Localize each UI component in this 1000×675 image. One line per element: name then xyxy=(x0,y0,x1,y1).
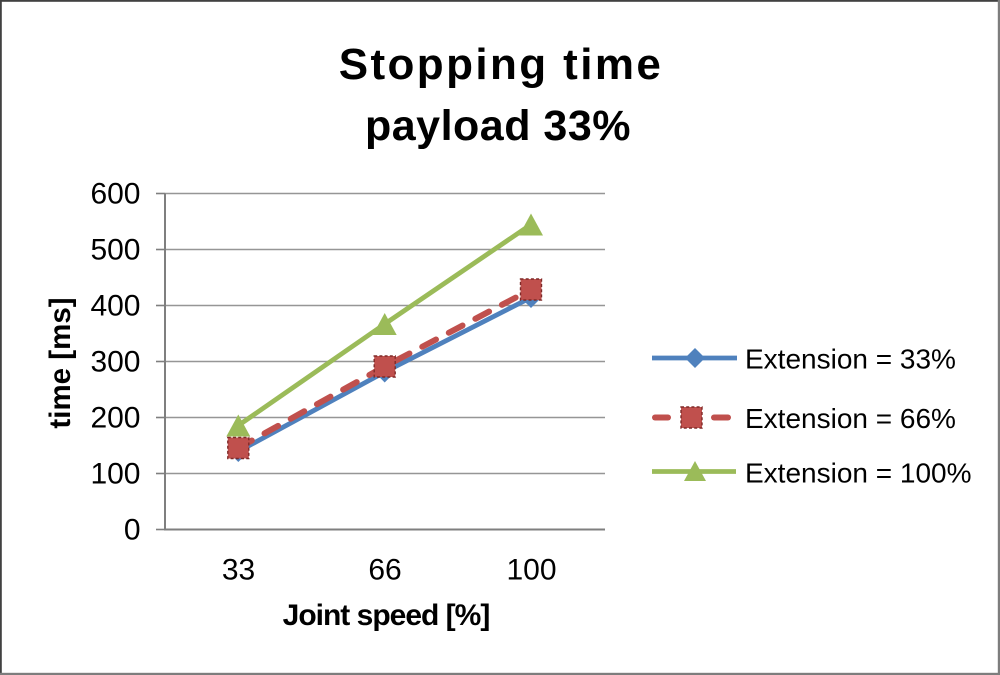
svg-text:Joint speed [%]: Joint speed [%] xyxy=(283,599,490,632)
svg-text:500: 500 xyxy=(90,233,140,266)
svg-text:Stopping time: Stopping time xyxy=(339,40,664,89)
svg-text:100: 100 xyxy=(90,457,140,490)
svg-text:600: 600 xyxy=(90,177,140,210)
svg-text:400: 400 xyxy=(90,289,140,322)
svg-text:100: 100 xyxy=(506,554,556,587)
svg-text:200: 200 xyxy=(90,401,140,434)
svg-text:33: 33 xyxy=(222,554,255,587)
svg-text:300: 300 xyxy=(90,345,140,378)
svg-text:Extension = 100%: Extension = 100% xyxy=(745,458,972,489)
svg-text:Extension = 66%: Extension = 66% xyxy=(745,403,956,434)
svg-text:time [ms]: time [ms] xyxy=(44,297,77,428)
svg-text:Extension = 33%: Extension = 33% xyxy=(745,344,956,375)
svg-text:66: 66 xyxy=(368,554,401,587)
svg-text:0: 0 xyxy=(124,513,141,546)
svg-text:payload 33%: payload 33% xyxy=(365,102,631,150)
